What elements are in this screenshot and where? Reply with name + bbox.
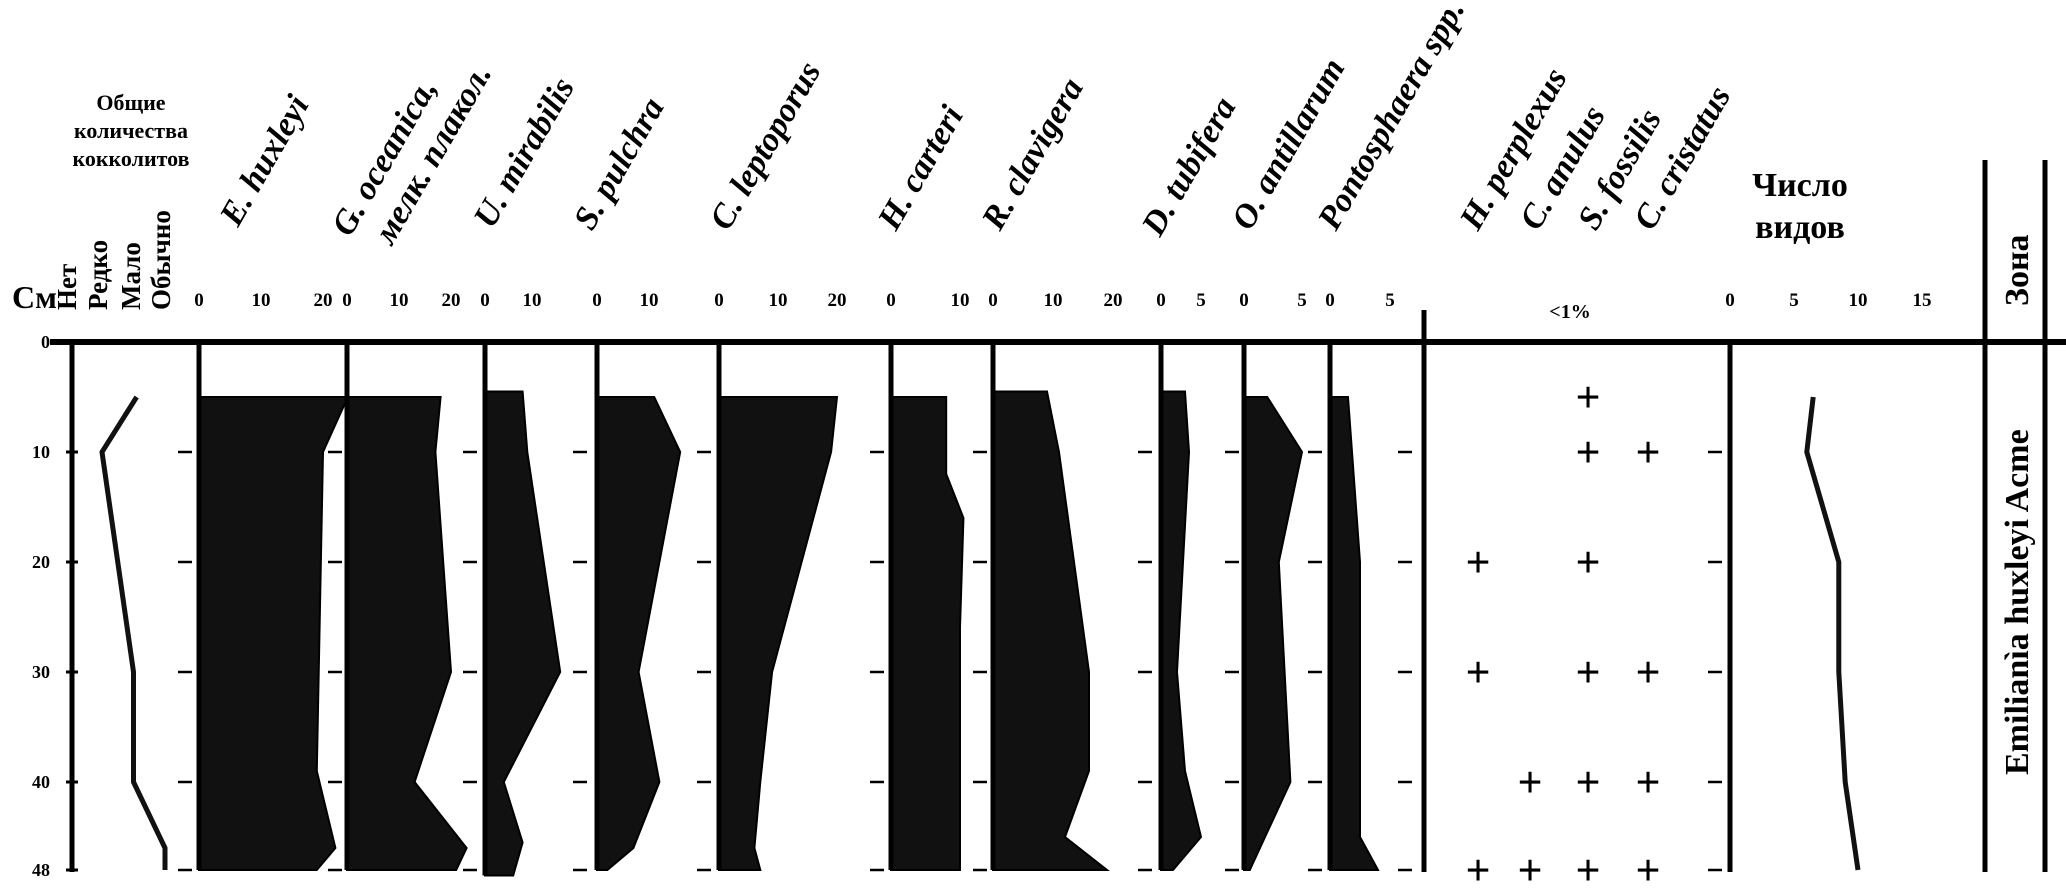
taxon-tick-label: 5 xyxy=(1297,290,1307,311)
taxon-panel: C. leptoporus 0 10 20 xyxy=(703,56,847,871)
taxon-tick-label: 20 xyxy=(828,290,847,311)
abundance-level-label: Обычно xyxy=(146,210,176,310)
depth-axis: См 0 10 20 30 40 48 xyxy=(12,279,57,880)
depth-tick-label: 40 xyxy=(32,772,50,792)
taxon-panel: G. oceanica,мелк. плакол.0 10 20 xyxy=(325,58,499,871)
abundance-level-label: Нет xyxy=(52,264,82,310)
taxon-tick-label: 5 xyxy=(1385,290,1395,311)
taxon-tick-label: 20 xyxy=(442,290,461,311)
taxon-panel: Pontosphaera spp. 0 5 xyxy=(1310,0,1472,871)
rare-occurrence-mark: + xyxy=(1635,648,1660,697)
taxon-area xyxy=(1243,396,1304,871)
taxon-tick-label: 5 xyxy=(1196,290,1206,311)
taxon-name-label: H. carteri xyxy=(870,99,971,237)
taxon-tick-label: 0 xyxy=(1156,290,1166,311)
taxon-area xyxy=(346,396,468,871)
taxon-tick-label: 10 xyxy=(390,290,409,311)
taxon-area xyxy=(718,396,839,871)
taxon-tick-label: 0 xyxy=(480,290,490,311)
abundance-level-label: Мало xyxy=(116,242,146,310)
zone-header-label: Зона xyxy=(1999,234,2036,306)
zone-name-label: Emilianìa huxleyi Acme xyxy=(1999,429,2036,775)
taxon-tick-label: 0 xyxy=(886,290,896,311)
taxon-tick-label: 20 xyxy=(314,290,333,311)
taxon-name-label: D. tubifera xyxy=(1134,91,1243,243)
count-tick-label: 5 xyxy=(1789,290,1799,311)
taxon-name-label: S. pulchra xyxy=(567,91,672,236)
taxon-tick-label: 0 xyxy=(988,290,998,311)
rare-occurrence-mark: + xyxy=(1575,373,1600,422)
rare-occurrence-mark: + xyxy=(1465,846,1490,889)
zone-panel: Зона Emilianìa huxleyi Acme xyxy=(1982,160,2048,872)
taxon-tick-label: 10 xyxy=(1044,290,1063,311)
depth-tick-label: 10 xyxy=(32,442,50,462)
abundance-panel: Общие количества кокколитов Нет Редко Мало Обы… xyxy=(52,90,190,872)
depth-unit-label: См xyxy=(12,279,57,315)
count-tick-label: 0 xyxy=(1725,290,1735,311)
taxon-tick-label: 10 xyxy=(769,290,788,311)
rare-occurrence-mark: + xyxy=(1465,648,1490,697)
taxon-tick-label: 0 xyxy=(1325,290,1335,311)
taxon-tick-label: 10 xyxy=(640,290,659,311)
depth-tick-label: 0 xyxy=(41,332,50,352)
taxon-panel: E. huxleyi 0 10 20 xyxy=(194,89,350,871)
taxon-area xyxy=(1160,390,1203,871)
taxon-panel: R. clavigera 0 10 20 xyxy=(974,72,1123,871)
rare-occurrence-mark: + xyxy=(1635,846,1660,889)
taxon-name-label: E. huxleyi xyxy=(212,89,317,233)
taxon-area xyxy=(596,396,682,871)
rare-occurrence-mark: + xyxy=(1575,538,1600,587)
taxon-area xyxy=(198,396,350,871)
abundance-level-label: Редко xyxy=(83,240,113,310)
rare-occurrence-mark: + xyxy=(1635,758,1660,807)
taxon-panel: H. carteri 0 10 xyxy=(870,99,971,871)
rare-occurrence-mark: + xyxy=(1575,428,1600,477)
taxon-area xyxy=(1329,396,1380,871)
rare-occurrence-mark: + xyxy=(1575,758,1600,807)
taxon-tick-label: 10 xyxy=(951,290,970,311)
taxon-tick-label: 20 xyxy=(1104,290,1123,311)
taxon-tick-label: 0 xyxy=(1239,290,1249,311)
rare-occurrence-mark: + xyxy=(1575,648,1600,697)
abundance-header-line: Общие xyxy=(96,90,165,115)
taxon-area xyxy=(992,390,1110,871)
depth-tick-label: 30 xyxy=(32,662,50,682)
taxon-panel: D. tubifera 0 5 xyxy=(1134,91,1243,871)
rare-occurrence-mark: + xyxy=(1517,758,1542,807)
species-count-line xyxy=(1804,396,1861,871)
taxon-tick-label: 0 xyxy=(714,290,724,311)
count-title-line: видов xyxy=(1755,209,1845,246)
taxon-name-label: R. clavigera xyxy=(974,72,1091,237)
rare-occurrence-mark: + xyxy=(1465,538,1490,587)
depth-tick-label: 20 xyxy=(32,552,50,572)
taxon-area xyxy=(890,396,965,871)
taxon-area xyxy=(484,390,562,877)
depth-tick-label: 48 xyxy=(32,860,50,880)
count-tick-label: 15 xyxy=(1913,290,1932,311)
abundance-line xyxy=(99,395,168,870)
rare-occurrence-mark: + xyxy=(1635,428,1660,477)
rare-occurrence-mark: + xyxy=(1575,846,1600,889)
count-tick-label: 10 xyxy=(1849,290,1868,311)
taxon-tick-label: 10 xyxy=(523,290,542,311)
rare-taxa-percent-label: <1% xyxy=(1549,301,1590,323)
taxon-tick-label: 10 xyxy=(252,290,271,311)
abundance-header-line: количества xyxy=(74,118,188,143)
rare-occurrence-mark: + xyxy=(1517,846,1542,889)
taxon-tick-label: 0 xyxy=(194,290,204,311)
taxon-tick-label: 0 xyxy=(342,290,352,311)
taxon-tick-label: 0 xyxy=(592,290,602,311)
species-count-panel: Число видов 0 5 10 15 xyxy=(1725,167,1932,872)
taxon-name-label: C. leptoporus xyxy=(703,56,829,236)
abundance-header-line: кокколитов xyxy=(72,146,189,171)
taxon-name-label: Pontosphaera spp. xyxy=(1310,0,1472,237)
count-title-line: Число xyxy=(1752,167,1848,204)
taxon-panel: S. pulchra 0 10 xyxy=(567,91,682,871)
